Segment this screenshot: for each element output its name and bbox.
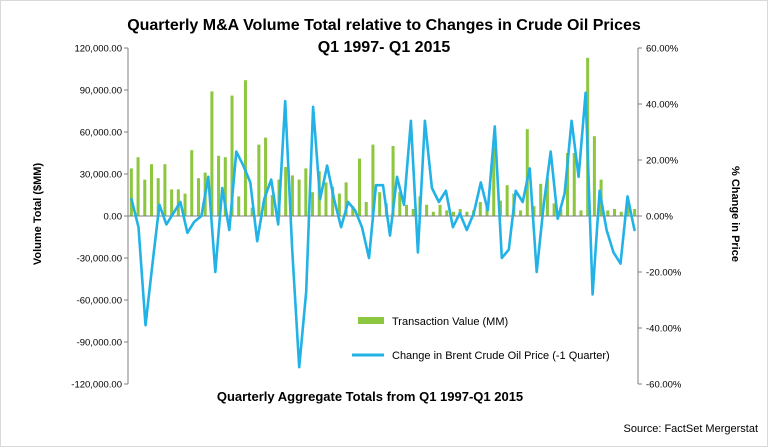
y-tick-label-right: -60.00% [646, 380, 682, 391]
bar [297, 179, 301, 216]
bar [378, 192, 382, 216]
bar [210, 91, 214, 216]
bar [626, 202, 630, 216]
bar [163, 164, 167, 216]
bar [545, 178, 549, 216]
bar [579, 210, 583, 216]
y-tick-label-right: 0.00% [646, 212, 673, 223]
bar [478, 202, 482, 216]
x-axis-title: Quarterly Aggregate Totals from Q1 1997-… [216, 389, 524, 404]
legend-label-line: Change in Brent Crude Oil Price (-1 Quar… [392, 350, 610, 362]
bar [183, 193, 187, 216]
bar [230, 95, 234, 216]
bar [129, 168, 133, 216]
bar [539, 183, 543, 216]
chart-subtitle: Q1 1997- Q1 2015 [317, 39, 451, 56]
bar [525, 129, 529, 216]
bar [606, 210, 610, 216]
y-tick-label-right: 60.00% [646, 44, 679, 55]
bar [438, 204, 442, 216]
bar [592, 136, 596, 216]
bar [257, 144, 261, 216]
y-tick-label-left: -30,000.00 [77, 254, 122, 265]
y-tick-label-left: -60,000.00 [77, 296, 122, 307]
y-tick-label-left: -120,000.00 [71, 380, 122, 391]
bar [404, 204, 408, 216]
y-tick-label-left: 60,000.00 [80, 128, 122, 139]
source-note: Source: FactSet Mergerstat [623, 423, 759, 435]
bar [324, 182, 328, 216]
bar [243, 80, 247, 216]
bar [290, 175, 294, 216]
bar [425, 204, 429, 216]
bar [519, 210, 523, 216]
bar [358, 158, 362, 216]
bar [196, 178, 200, 216]
bar [465, 211, 469, 216]
bar [176, 189, 180, 216]
bar [492, 147, 496, 216]
bar [304, 168, 308, 216]
bar [619, 211, 623, 216]
bar [371, 144, 375, 216]
bar [398, 192, 402, 216]
bar [264, 137, 268, 216]
y-tick-label-right: 20.00% [646, 156, 679, 167]
bar [284, 167, 288, 216]
bar [552, 203, 556, 216]
bar [451, 211, 455, 216]
y-tick-label-left: 90,000.00 [80, 86, 122, 97]
bar [559, 209, 563, 216]
bar [445, 210, 449, 216]
bar [170, 189, 174, 216]
bar [136, 157, 140, 216]
y-tick-label-right: 40.00% [646, 100, 679, 111]
y-tick-label-right: -40.00% [646, 324, 682, 335]
y-tick-label-right: -20.00% [646, 268, 682, 279]
bar [190, 150, 194, 216]
y-tick-label-left: -90,000.00 [77, 338, 122, 349]
legend-swatch-bar [358, 317, 384, 324]
legend-label-bar: Transaction Value (MM) [392, 316, 508, 328]
bar [431, 211, 435, 216]
bar [566, 153, 570, 216]
bar [344, 182, 348, 216]
bar [505, 185, 509, 216]
bar [156, 178, 160, 216]
bar [143, 179, 147, 216]
bar [411, 209, 415, 216]
bar [311, 192, 315, 216]
bar [337, 193, 341, 216]
y-tick-label-left: 30,000.00 [80, 170, 122, 181]
bar [633, 209, 637, 216]
bar [391, 146, 395, 216]
bar [613, 209, 617, 216]
bar [532, 206, 536, 216]
y-tick-label-left: 0.00 [104, 212, 123, 223]
bar [364, 202, 368, 216]
bar [217, 155, 221, 216]
chart-title: Quarterly M&A Volume Total relative to C… [127, 17, 641, 34]
bar [149, 164, 153, 216]
y-tick-label-left: 120,000.00 [74, 44, 122, 55]
series-line-brent [130, 91, 636, 369]
bar [270, 195, 274, 216]
bar [331, 186, 335, 216]
bar [237, 196, 241, 216]
bar [351, 206, 355, 216]
bar [223, 157, 227, 216]
bar [250, 207, 254, 216]
bar [572, 153, 576, 216]
